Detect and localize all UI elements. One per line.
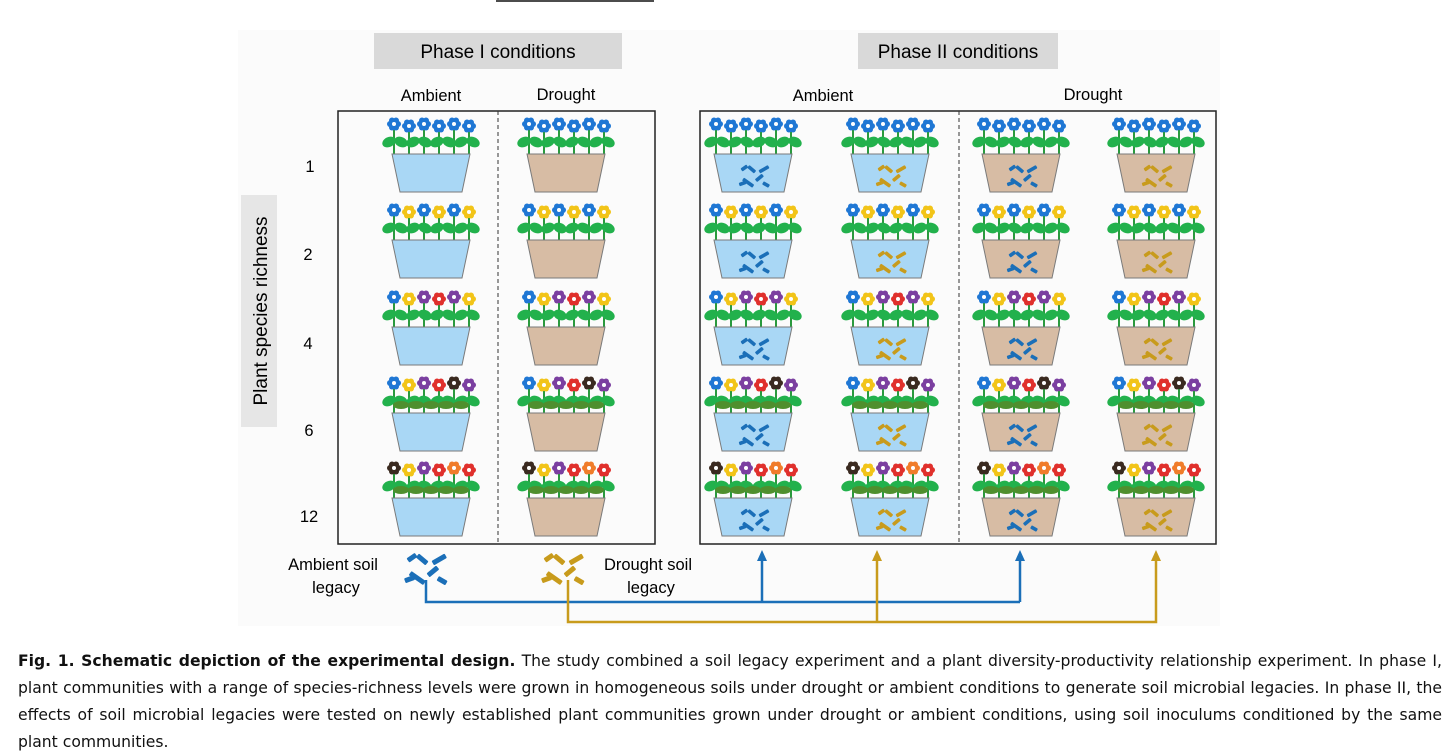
experimental-design-figure: Phase I conditions Phase II conditions A… (241, 0, 1217, 624)
pot-phase1-drought-6 (517, 376, 615, 452)
pot-phase2-drought-ambient-legacy-12 (972, 461, 1070, 537)
drought-legacy-connector (566, 560, 1158, 624)
pot-phase1-drought-2 (517, 203, 615, 279)
richness-label-1: 1 (305, 158, 314, 176)
phase1-panel (337, 110, 656, 545)
richness-label-4: 4 (303, 335, 312, 353)
ambient-legacy-label-line2: legacy (312, 579, 360, 597)
pot-phase1-drought-12 (517, 461, 615, 537)
richness-label-12: 12 (300, 508, 318, 526)
pot-phase2-drought-drought-legacy-4 (1107, 290, 1205, 366)
pot-phase2-drought-drought-legacy-1 (1107, 117, 1205, 193)
pot-phase2-ambient-ambient-legacy-6 (704, 376, 802, 452)
pot-phase2-ambient-drought-legacy-4 (841, 290, 939, 366)
pot-phase2-drought-ambient-legacy-2 (972, 203, 1070, 279)
pot-phase2-drought-drought-legacy-12 (1107, 461, 1205, 537)
pot-phase2-ambient-ambient-legacy-4 (704, 290, 802, 366)
pot-phase1-ambient-1 (382, 117, 480, 193)
pot-phase1-ambient-12 (382, 461, 480, 537)
pot-phase2-drought-ambient-legacy-4 (972, 290, 1070, 366)
phase1-drought-label: Drought (537, 86, 596, 104)
pot-phase1-ambient-6 (382, 376, 480, 452)
richness-label-2: 2 (303, 246, 312, 264)
arrowhead-phase2-drought-col1 (1015, 550, 1025, 561)
pot-phase1-ambient-4 (382, 290, 480, 366)
phase2-panel (699, 110, 1217, 545)
pot-phase1-ambient-2 (382, 203, 480, 279)
pot-phase1-drought-1 (517, 117, 615, 193)
pot-phase2-ambient-drought-legacy-2 (841, 203, 939, 279)
figure-caption: Fig. 1. Schematic depiction of the exper… (18, 648, 1442, 756)
caption-body: The study combined a soil legacy experim… (18, 652, 1442, 751)
arrowhead-phase2-ambient-col2 (872, 550, 882, 561)
y-axis-label-box (241, 195, 277, 427)
drought-legacy-label-line1: Drought soil (604, 556, 692, 574)
pot-grid (382, 117, 1205, 537)
phase1-ambient-label: Ambient (401, 87, 462, 105)
pot-phase2-ambient-ambient-legacy-1 (704, 117, 802, 193)
richness-label-6: 6 (304, 422, 313, 440)
arrowhead-phase2-ambient-col1 (757, 550, 767, 561)
ambient-soil-legacy-icon (404, 553, 448, 585)
arrowhead-phase2-drought-col2 (1151, 550, 1161, 561)
pot-phase2-ambient-drought-legacy-1 (841, 117, 939, 193)
pot-phase2-ambient-ambient-legacy-2 (704, 203, 802, 279)
drought-soil-legacy-icon (541, 553, 585, 585)
ambient-legacy-label-line1: Ambient soil (288, 556, 378, 574)
pot-phase2-drought-ambient-legacy-1 (972, 117, 1070, 193)
ambient-legacy-connector (424, 560, 1022, 604)
phase2-title: Phase II conditions (878, 42, 1039, 63)
pot-phase2-drought-ambient-legacy-6 (972, 376, 1070, 452)
phase1-title: Phase I conditions (420, 42, 575, 63)
phase1-header-box (374, 33, 622, 69)
pot-phase2-ambient-ambient-legacy-12 (704, 461, 802, 537)
caption-title: Fig. 1. Schematic depiction of the exper… (18, 652, 516, 670)
drought-legacy-label-line2: legacy (627, 579, 675, 597)
pot-phase2-drought-drought-legacy-6 (1107, 376, 1205, 452)
phase2-drought-label: Drought (1064, 86, 1123, 104)
pot-phase2-ambient-drought-legacy-12 (841, 461, 939, 537)
pot-phase2-drought-drought-legacy-2 (1107, 203, 1205, 279)
y-axis-label: Plant species richness (251, 216, 272, 405)
pot-phase2-ambient-drought-legacy-6 (841, 376, 939, 452)
phase2-header-box (858, 33, 1058, 69)
phase2-ambient-label: Ambient (793, 87, 854, 105)
pot-phase1-drought-4 (517, 290, 615, 366)
